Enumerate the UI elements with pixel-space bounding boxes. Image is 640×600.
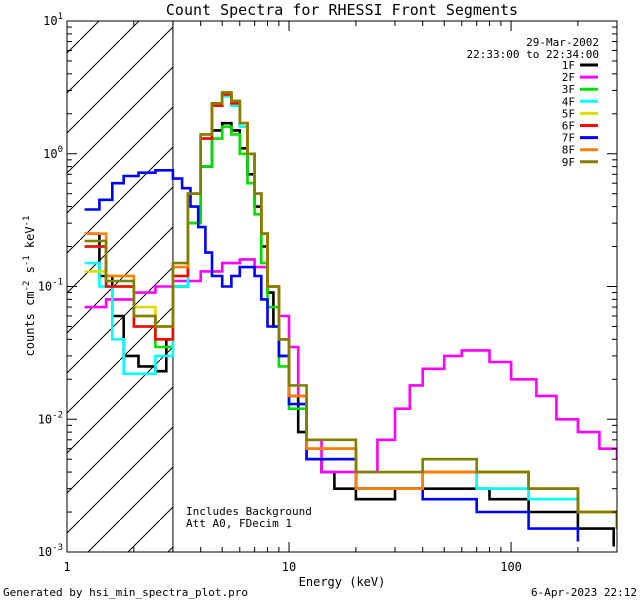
y-tick-label: 10-3: [38, 543, 63, 559]
legend-label-9F: 9F: [562, 156, 575, 169]
series-line-1F: [84, 121, 615, 547]
attenuator-note: Att A0, FDecim 1: [186, 517, 292, 530]
chart-title: Count Spectra for RHESSI Front Segments: [166, 1, 518, 19]
y-tick-label: 10-1: [38, 278, 63, 294]
legend-label-6F: 6F: [562, 120, 575, 133]
x-tick-label: 100: [500, 560, 522, 574]
y-tick-label: 100: [43, 145, 63, 161]
y-tick-label: 101: [43, 12, 63, 28]
series-line-9F: [84, 91, 617, 529]
series-line-2F: [84, 258, 617, 474]
legend-label-3F: 3F: [562, 83, 575, 96]
x-tick-label: 1: [63, 560, 70, 574]
time-range-annotation: 22:33:00 to 22:34:00: [467, 48, 599, 61]
legend-label-4F: 4F: [562, 95, 575, 108]
x-axis-label: Energy (keV): [299, 575, 386, 589]
y-tick-label: 10-2: [38, 410, 63, 426]
legend-label-1F: 1F: [562, 59, 575, 72]
y-axis-label: counts cm-2 s-1 keV-1: [22, 216, 37, 357]
footer-generator: Generated by hsi_min_spectra_plot.pro: [3, 586, 248, 599]
legend-label-7F: 7F: [562, 132, 575, 145]
legend-label-2F: 2F: [562, 71, 575, 84]
footer-timestamp: 6-Apr-2023 22:12: [531, 586, 637, 599]
axes: 1 10 100 101 100 10-1 10-2 10-3: [38, 12, 618, 574]
date-annotation: 29-Mar-2002: [526, 36, 599, 49]
series-group: [84, 91, 617, 547]
legend-label-5F: 5F: [562, 107, 575, 120]
x-tick-label: 10: [282, 560, 296, 574]
legend-label-8F: 8F: [562, 144, 575, 157]
background-note: Includes Background: [186, 505, 312, 518]
